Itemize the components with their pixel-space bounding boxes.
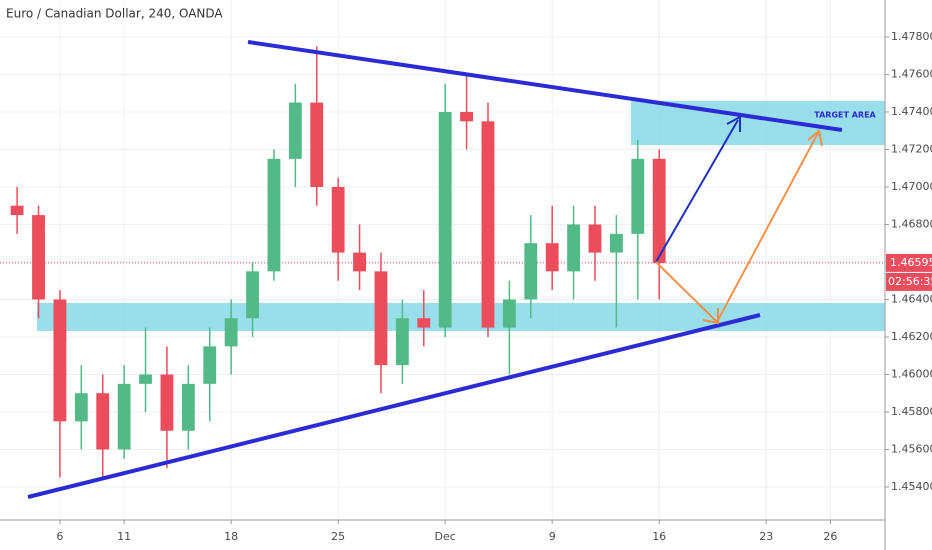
candle-body [588, 224, 602, 253]
blue-arrowhead [726, 115, 741, 132]
candle-body [438, 111, 452, 328]
candle-body [395, 318, 409, 366]
candle-body [288, 102, 302, 159]
y-tick-label: 1.47200 [891, 142, 932, 155]
x-tick-label: 25 [331, 530, 345, 543]
candle-body [481, 121, 495, 328]
y-tick-label: 1.46800 [891, 217, 932, 230]
x-tick-label: 26 [823, 530, 837, 543]
candle-body [331, 186, 345, 253]
candle-body [460, 111, 473, 122]
support-zone [37, 303, 885, 331]
y-tick-label: 1.47600 [891, 67, 932, 80]
countdown-tag [886, 272, 932, 291]
y-tick-label: 1.47800 [891, 30, 932, 43]
orange-arrowhead [807, 129, 823, 147]
last-price-label: 1.46595 [890, 256, 932, 269]
y-tick-label: 1.47000 [891, 180, 932, 193]
candle-body [545, 243, 559, 272]
countdown: 02:56:35 [888, 275, 932, 288]
y-tick-label: 1.45800 [891, 405, 932, 418]
y-tick-label: 1.45600 [891, 442, 932, 455]
candles [10, 46, 666, 478]
y-tick-label: 1.46200 [891, 330, 932, 343]
x-tick-label: 9 [549, 530, 556, 543]
candle-body [567, 224, 581, 272]
y-tick-label: 1.45400 [891, 480, 932, 493]
candle-body [224, 318, 238, 347]
candle-body [160, 374, 174, 431]
last-price-tag [886, 253, 932, 272]
projection-arrows [655, 115, 823, 325]
candle-body [353, 252, 366, 272]
x-tick-label: 18 [224, 530, 238, 543]
axes: 1.45400 1.45600 1.45800 1.46000 1.46200 1.464… [56, 30, 932, 543]
candle-body [10, 205, 24, 216]
candle-body [139, 374, 152, 384]
candle-body [96, 393, 110, 450]
candle-body [181, 383, 195, 431]
y-tick-label: 1.47400 [891, 105, 932, 118]
resistance-trendline [247, 40, 843, 132]
orange-arrow [655, 132, 819, 324]
support-trendline [27, 313, 761, 499]
x-tick-label: Dec [435, 530, 456, 543]
candle-body [374, 271, 388, 366]
x-tick-label: 11 [117, 530, 131, 543]
candle-body [117, 383, 131, 450]
orange-arrowhead [702, 308, 719, 325]
candle-body [53, 299, 67, 422]
y-tick-label: 1.46400 [891, 292, 932, 305]
candle-body [502, 299, 516, 328]
candle-body [609, 233, 623, 253]
chart-title: Euro / Canadian Dollar, 240, OANDA [6, 7, 223, 21]
annotation: TARGET AREA [814, 111, 876, 120]
x-tick-label: 16 [652, 530, 666, 543]
y-tick-label: 1.46000 [891, 367, 932, 380]
candle-body [310, 102, 324, 187]
candle-body [631, 158, 645, 234]
x-tick-label: 23 [759, 530, 773, 543]
x-tick-label: 6 [56, 530, 63, 543]
candle-body [32, 215, 45, 300]
candle-body [203, 346, 217, 384]
candle-body [267, 158, 281, 272]
candle-body [524, 243, 538, 300]
candle-body [417, 318, 431, 328]
target-zone [631, 101, 885, 145]
candle-body [652, 158, 666, 263]
blue-arrow [655, 119, 739, 263]
candle-body [246, 271, 259, 319]
candle-body [74, 393, 88, 422]
